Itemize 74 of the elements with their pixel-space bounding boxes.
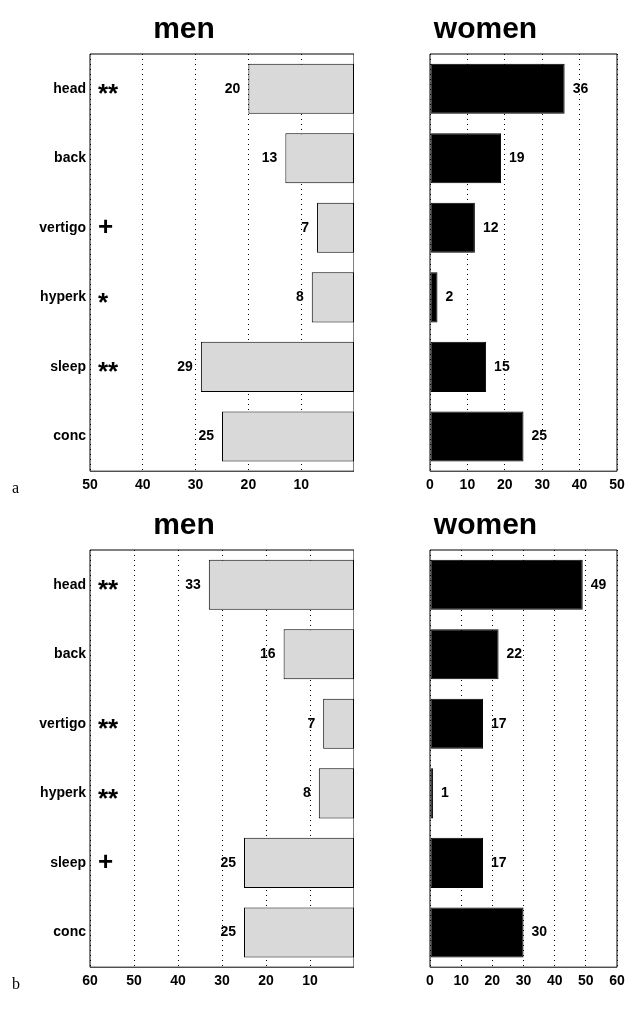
x-tick-label: 60: [609, 972, 625, 989]
data-label: 15: [494, 357, 510, 374]
data-label: 7: [301, 218, 310, 235]
x-tick-label: 30: [515, 972, 532, 989]
x-tick-label: 10: [302, 972, 318, 989]
annotation: **: [98, 713, 120, 744]
chart-title: men: [153, 11, 215, 45]
text: a: [12, 479, 20, 497]
data-label: 29: [177, 357, 194, 374]
data-label: 33: [185, 575, 202, 592]
data-label: 16: [260, 645, 276, 662]
y-tick-label: head: [53, 575, 86, 592]
data-label: 22: [506, 645, 523, 662]
x-tick-label: 10: [453, 972, 470, 989]
data-label: 13: [261, 149, 278, 166]
x-tick-label: 20: [484, 972, 501, 989]
x-tick-label: 40: [135, 476, 151, 493]
y-tick-label: hyperk: [40, 784, 87, 801]
x-tick-label: 50: [82, 476, 98, 493]
x-tick-label: 20: [258, 972, 274, 989]
data-label: 17: [490, 714, 507, 731]
y-tick-label: vertigo: [39, 714, 86, 731]
data-label: 25: [198, 427, 215, 444]
y-tick-label: head: [53, 79, 86, 96]
annotation: *: [98, 286, 109, 317]
annotation: +: [98, 211, 114, 242]
data-label: 30: [531, 923, 548, 940]
y-tick-label: vertigo: [39, 218, 86, 235]
y-tick-label: back: [54, 645, 87, 662]
y-tick-label: hyperk: [40, 288, 87, 305]
data-label: 17: [490, 853, 507, 870]
data-label: 36: [572, 79, 589, 96]
x-tick-label: 30: [534, 476, 551, 493]
annotation: **: [98, 77, 120, 108]
x-tick-label: 10: [459, 476, 476, 493]
x-tick-label: 10: [293, 476, 310, 493]
chart-title: men: [153, 507, 215, 541]
x-tick-label: 40: [571, 476, 588, 493]
data-label: 8: [295, 288, 304, 305]
data-label: 2: [445, 288, 454, 305]
x-tick-label: 0: [426, 972, 435, 989]
x-tick-label: 30: [187, 476, 204, 493]
x-tick-label: 0: [426, 476, 435, 493]
data-label: 8: [303, 784, 311, 801]
chart-title: women: [432, 507, 538, 541]
y-tick-label: conc: [53, 427, 87, 444]
x-tick-label: 20: [240, 476, 257, 493]
x-tick-label: 40: [170, 972, 186, 989]
y-tick-label: back: [54, 149, 87, 166]
x-tick-label: 20: [497, 476, 513, 493]
y-tick-label: sleep: [50, 357, 86, 374]
x-tick-label: 40: [546, 972, 563, 989]
data-label: 12: [482, 218, 499, 235]
annotation: **: [98, 573, 120, 604]
data-label: 25: [531, 427, 548, 444]
x-tick-label: 50: [578, 972, 594, 989]
data-label: 7: [307, 714, 316, 731]
annotation: **: [98, 356, 120, 387]
data-label: 25: [220, 853, 237, 870]
chart-title: women: [432, 11, 538, 45]
x-tick-label: 30: [214, 972, 230, 989]
annotation: +: [98, 846, 114, 877]
annotation: **: [98, 782, 120, 813]
text: b: [12, 975, 20, 993]
y-tick-label: sleep: [50, 853, 86, 870]
x-tick-label: 50: [126, 972, 142, 989]
data-label: 1: [441, 784, 450, 801]
x-tick-label: 50: [609, 476, 625, 493]
data-label: 25: [220, 923, 237, 940]
data-label: 20: [224, 79, 241, 96]
x-tick-label: 60: [82, 972, 98, 989]
y-tick-label: conc: [53, 923, 87, 940]
data-label: 49: [590, 575, 607, 592]
data-label: 19: [509, 149, 525, 166]
